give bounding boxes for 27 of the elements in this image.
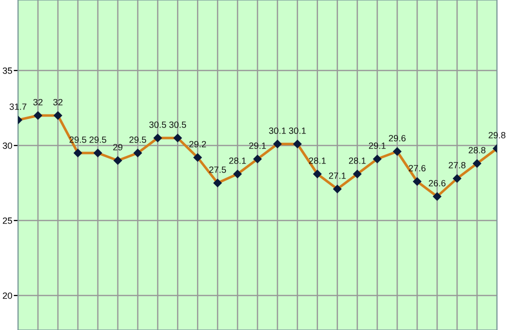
data-label: 29.5 bbox=[90, 136, 106, 143]
data-label: 32 bbox=[53, 98, 62, 106]
data-label: 28.8 bbox=[468, 146, 486, 154]
data-label: 29 bbox=[113, 144, 122, 150]
data-label: 29.6 bbox=[388, 134, 406, 142]
y-tick-label: 25 bbox=[2, 217, 12, 224]
data-label: 30.1 bbox=[288, 127, 306, 134]
data-label: 27.8 bbox=[448, 162, 466, 168]
data-label: 32 bbox=[33, 98, 43, 106]
y-tick-label: 20 bbox=[2, 292, 12, 299]
data-label: 27.5 bbox=[209, 166, 226, 173]
data-label: 30.1 bbox=[269, 127, 286, 134]
data-label: 29.2 bbox=[189, 140, 206, 148]
y-tick-label: 35 bbox=[2, 67, 12, 74]
y-tick-label: 30 bbox=[2, 142, 12, 149]
data-label: 26.6 bbox=[428, 180, 446, 186]
data-label: 29.5 bbox=[129, 136, 146, 143]
data-label: 28.1 bbox=[229, 157, 246, 164]
data-label: 31.7 bbox=[10, 103, 26, 110]
data-label: 29.1 bbox=[249, 142, 266, 149]
data-label: 28.1 bbox=[348, 157, 366, 164]
data-label: 30.5 bbox=[169, 121, 186, 128]
data-label: 28.1 bbox=[309, 157, 326, 164]
data-label: 29.1 bbox=[368, 142, 386, 149]
data-label: 29.8 bbox=[488, 132, 506, 138]
data-label: 27.1 bbox=[329, 172, 346, 179]
data-label: 30.5 bbox=[149, 121, 166, 128]
